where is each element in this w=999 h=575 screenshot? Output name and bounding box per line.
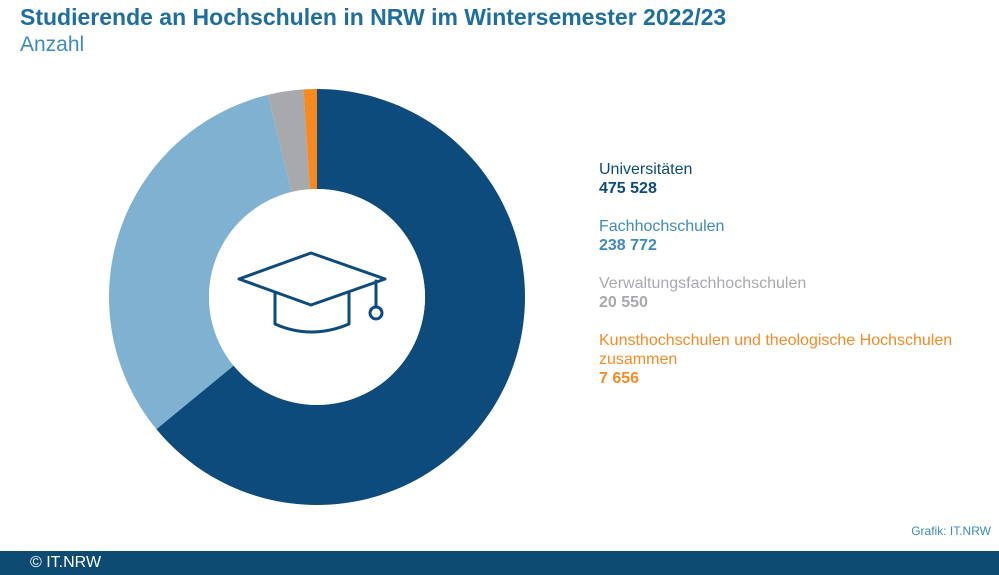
legend-label: Verwaltungsfachhochschulen [599,275,807,292]
legend-item-verwaltungsfachhochschulen: Verwaltungsfachhochschulen 20 550 [599,274,979,312]
legend-label: Kunsthochschulen und theologische Hochsc… [599,332,953,368]
legend-item-universitaeten: Universitäten 475 528 [599,160,979,198]
chart-subtitle: Anzahl [20,33,85,56]
legend-value: 20 550 [599,294,648,311]
donut-chart [109,89,525,505]
graduation-cap-icon [237,251,387,334]
slice-fachhochschulen [109,94,292,430]
chart-legend: Universitäten 475 528 Fachhochschulen 23… [599,160,979,407]
legend-item-fachhochschulen: Fachhochschulen 238 772 [599,217,979,255]
footer-bar: © IT.NRW [0,551,999,575]
legend-item-kunsthochschulen: Kunsthochschulen und theologische Hochsc… [599,331,979,388]
legend-value: 7 656 [599,370,640,387]
legend-label: Fachhochschulen [599,218,725,235]
slice-kunsthochschulen [303,89,317,190]
chart-title: Studierende an Hochschulen in NRW im Win… [20,4,727,30]
footer-copyright: © IT.NRW [30,554,102,571]
donut-hole [209,189,425,405]
legend-value: 238 772 [599,237,657,254]
chart-credit: Grafik: IT.NRW [911,524,991,538]
slice-verwaltungsfachhochschulen [267,89,311,193]
slice-universitaeten [156,89,525,505]
legend-value: 475 528 [599,180,657,197]
legend-label: Universitäten [599,161,693,178]
